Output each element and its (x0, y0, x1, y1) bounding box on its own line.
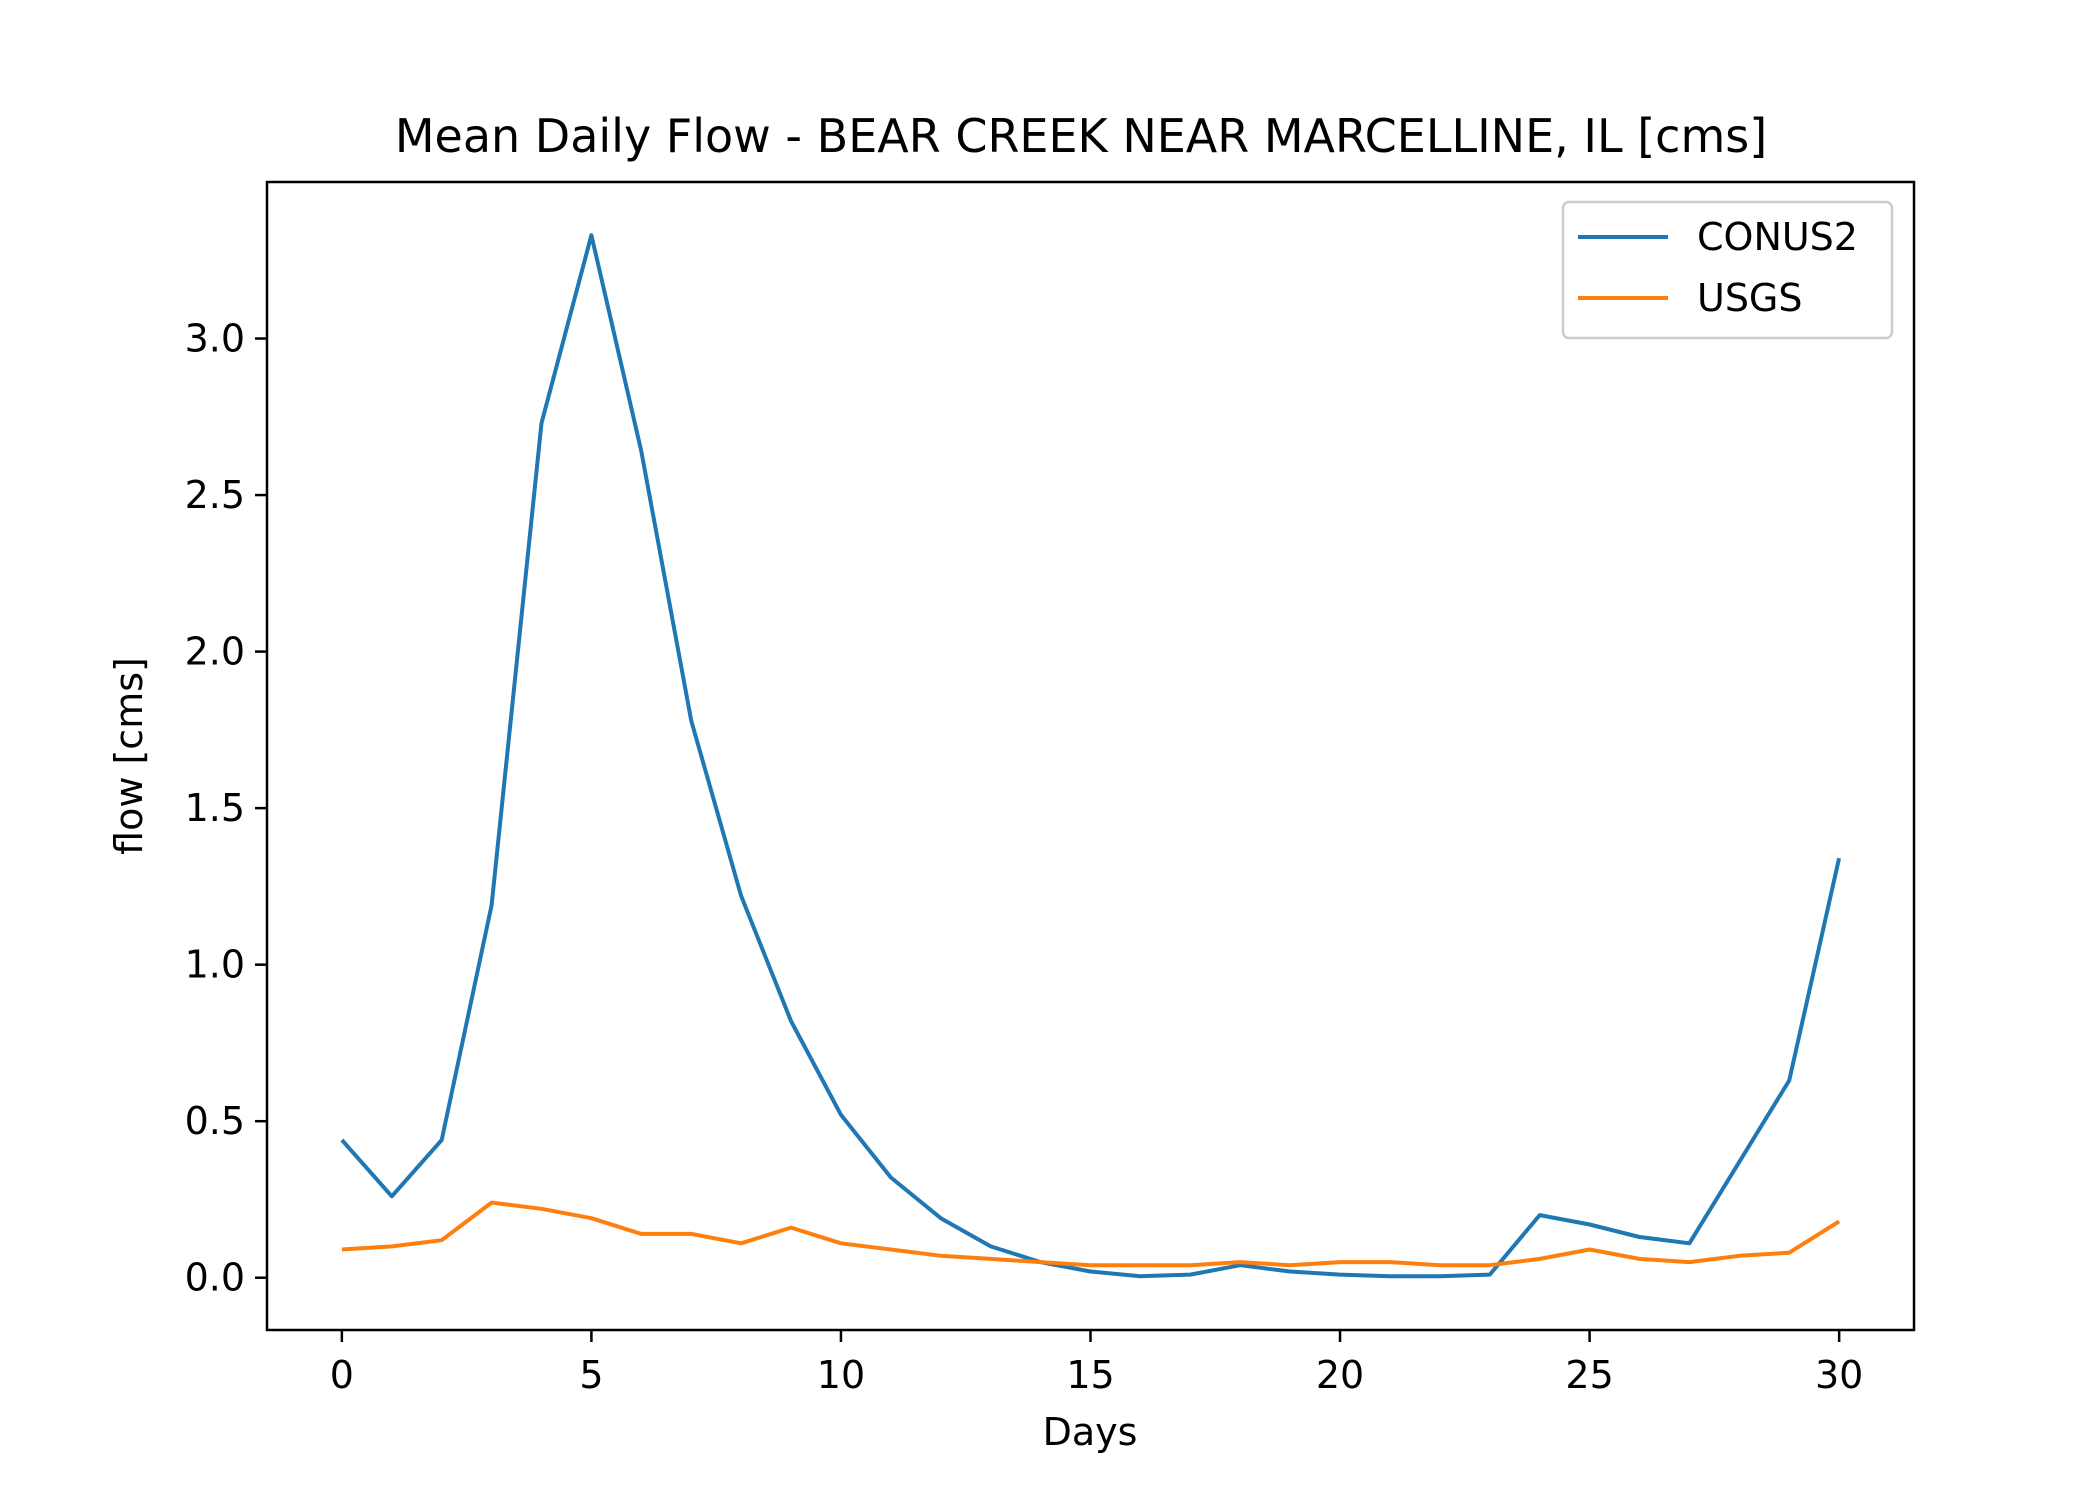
x-axis-ticks: 0 5 10 15 20 25 30 (330, 1330, 1863, 1397)
y-tick-label: 0.5 (185, 1099, 245, 1143)
y-tick-label: 3.0 (185, 317, 245, 361)
x-tick-label: 25 (1565, 1353, 1613, 1397)
x-tick-label: 20 (1316, 1353, 1364, 1397)
y-tick-label: 2.0 (185, 630, 245, 674)
plot-area (340, 233, 1842, 1279)
series-line-usgs (341, 1200, 1841, 1268)
y-axis-ticks: 0.0 0.5 1.0 1.5 2.0 2.5 3.0 (185, 317, 267, 1300)
y-axis-label: flow [cms] (107, 657, 151, 855)
chart-title: Mean Daily Flow - BEAR CREEK NEAR MARCEL… (395, 109, 1767, 163)
y-tick-label: 1.0 (185, 943, 245, 987)
x-tick-label: 0 (330, 1353, 354, 1397)
x-tick-label: 30 (1815, 1353, 1863, 1397)
legend-label-conus2: CONUS2 (1697, 215, 1858, 259)
x-axis-label: Days (1043, 1410, 1138, 1454)
x-tick-label: 15 (1066, 1353, 1114, 1397)
x-tick-label: 10 (817, 1353, 865, 1397)
series-line-conus2 (340, 233, 1842, 1279)
y-tick-label: 1.5 (185, 786, 245, 830)
legend: CONUS2 USGS (1561, 200, 1894, 340)
legend-label-usgs: USGS (1697, 276, 1803, 320)
x-tick-label: 5 (579, 1353, 603, 1397)
y-tick-label: 0.0 (185, 1256, 245, 1300)
y-tick-label: 2.5 (185, 473, 245, 517)
